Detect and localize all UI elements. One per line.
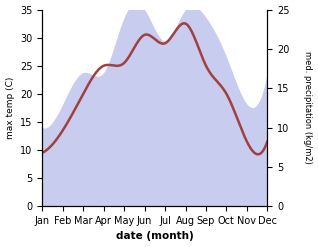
X-axis label: date (month): date (month) [116, 231, 194, 242]
Y-axis label: max temp (C): max temp (C) [5, 77, 15, 139]
Y-axis label: med. precipitation (kg/m2): med. precipitation (kg/m2) [303, 51, 313, 164]
